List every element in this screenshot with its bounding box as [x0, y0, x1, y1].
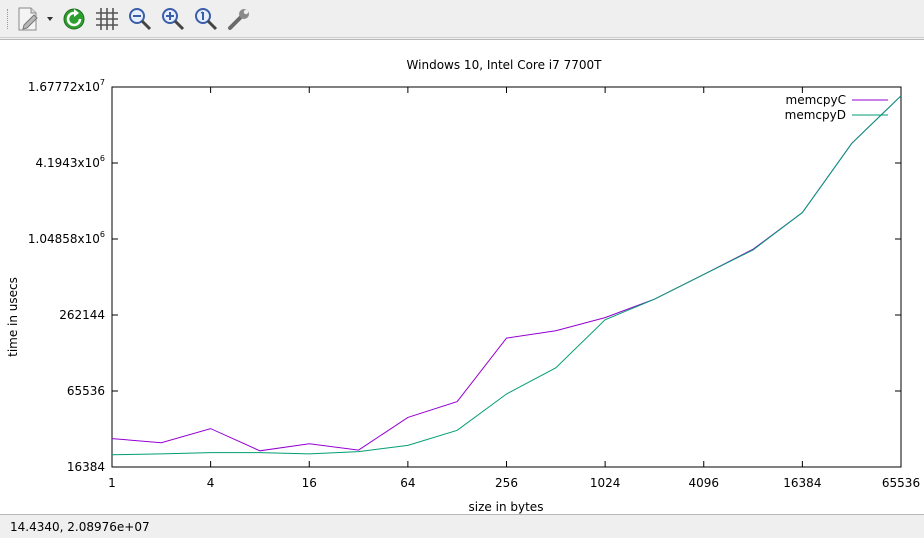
x-tick-label: 4: [207, 476, 215, 490]
y-tick-label: 16384: [67, 460, 105, 474]
series-line-memcpyD: [111, 95, 902, 456]
replot-button[interactable]: [60, 5, 88, 33]
x-tick-label: 4096: [688, 476, 719, 490]
x-tick-label: 1024: [590, 476, 621, 490]
grid-button[interactable]: [93, 5, 121, 33]
axis-ticks: 1 4 16 64 256 1024 4096 16384 65536 16384 65536 262…: [28, 78, 920, 490]
x-axis-label: size in bytes: [469, 500, 544, 514]
x-tick-label: 65536: [882, 476, 920, 490]
plot-area[interactable]: Windows 10, Intel Core i7 7700T 1 4 16 64 25…: [0, 39, 924, 515]
x-tick-label: 256: [495, 476, 518, 490]
x-tick-label: 1: [108, 476, 116, 490]
toolbar: [0, 0, 924, 38]
y-tick-label: 4.1943x106: [36, 154, 105, 170]
zoom-next-button[interactable]: [159, 5, 187, 33]
replot-icon: [63, 8, 85, 30]
zoom-next-icon: [162, 8, 185, 31]
series-layer: [111, 95, 902, 456]
toolbar-grip: [7, 9, 11, 29]
x-tick-label: 16384: [783, 476, 821, 490]
legend-label: memcpyD: [785, 108, 846, 122]
series-line-memcpyC: [111, 95, 902, 452]
grid-icon: [96, 8, 118, 30]
x-tick-label: 16: [302, 476, 317, 490]
status-bar: 14.4340, 2.08976e+07: [0, 516, 924, 538]
y-tick-label: 262144: [59, 308, 105, 322]
export-icon: [18, 7, 53, 31]
y-tick-label: 1.67772x107: [28, 78, 105, 94]
y-tick-label: 65536: [67, 384, 105, 398]
y-axis-label: time in usecs: [6, 277, 20, 357]
y-tick-label: 1.04858x106: [28, 230, 105, 246]
x-tick-label: 64: [400, 476, 415, 490]
autoscale-button[interactable]: [192, 5, 220, 33]
chart-title: Windows 10, Intel Core i7 7700T: [407, 58, 603, 72]
zoom-previous-icon: [129, 8, 152, 31]
plot-frame: [111, 86, 902, 468]
legend-label: memcpyC: [786, 93, 846, 107]
settings-wrench-icon: [228, 9, 249, 30]
autoscale-icon: [195, 8, 218, 31]
settings-button[interactable]: [225, 5, 253, 33]
chart-svg: Windows 10, Intel Core i7 7700T 1 4 16 64 25…: [6, 58, 920, 514]
cursor-coordinates: 14.4340, 2.08976e+07: [10, 520, 150, 534]
zoom-previous-button[interactable]: [126, 5, 154, 33]
export-button[interactable]: [14, 5, 58, 33]
